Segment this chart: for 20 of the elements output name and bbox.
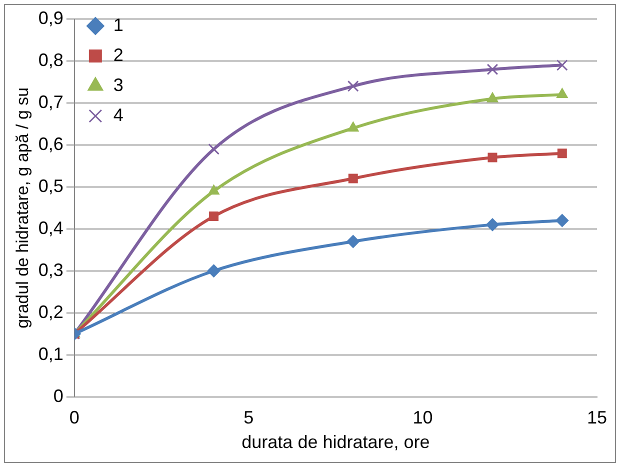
y-tick-label: 0,4 bbox=[38, 218, 64, 238]
y-tick-label: 0,8 bbox=[38, 50, 64, 70]
y-tick-label: 0,7 bbox=[38, 92, 64, 112]
y-axis-title: gradul de hidratare, g apă / g su bbox=[12, 87, 32, 328]
y-tick-label: 0,5 bbox=[38, 176, 64, 196]
y-tick-label: 0,2 bbox=[38, 302, 64, 322]
y-tick-label: 0,9 bbox=[38, 8, 64, 28]
legend-label: 3 bbox=[113, 74, 124, 95]
x-tick-label: 5 bbox=[244, 408, 254, 428]
x-tick-label: 0 bbox=[69, 408, 80, 428]
y-tick-label: 0,1 bbox=[38, 344, 64, 364]
x-tick-label: 10 bbox=[412, 408, 433, 428]
legend-label: 1 bbox=[113, 14, 124, 35]
legend-label: 4 bbox=[113, 104, 124, 125]
y-tick-label: 0,3 bbox=[38, 260, 64, 280]
legend-label: 2 bbox=[113, 44, 124, 65]
x-axis-title: durata de hidratare, ore bbox=[242, 432, 430, 452]
x-tick-label: 15 bbox=[586, 408, 608, 428]
y-tick-label: 0,6 bbox=[38, 134, 64, 154]
y-tick-label: 0 bbox=[53, 386, 64, 406]
